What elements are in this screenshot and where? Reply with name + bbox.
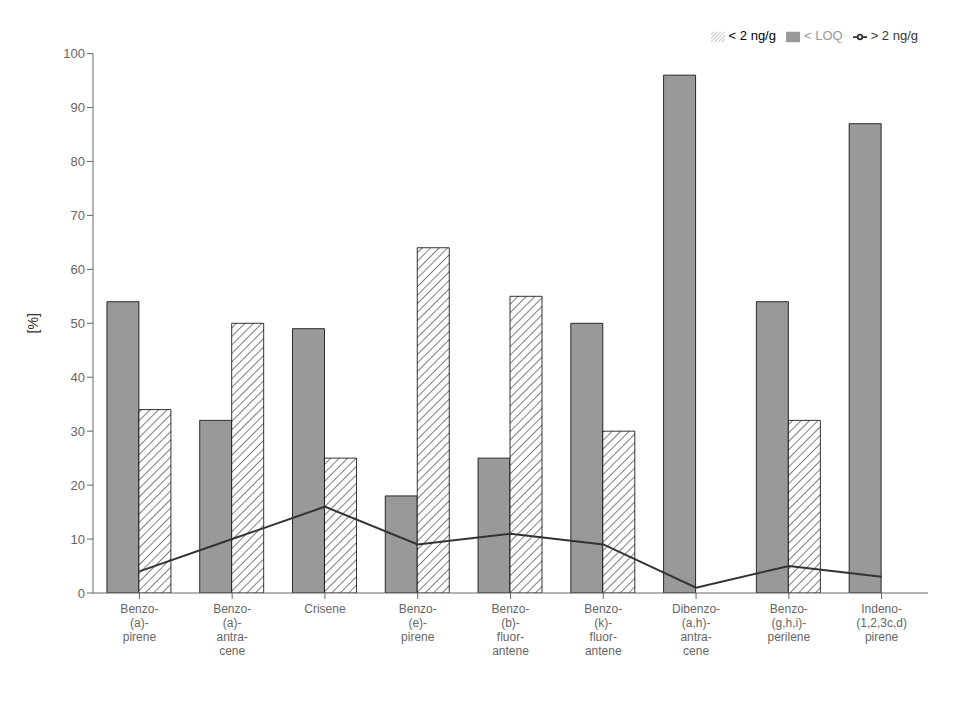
svg-text:[%]: [%] bbox=[25, 313, 41, 333]
svg-text:0: 0 bbox=[78, 586, 85, 601]
svg-text:Crisene: Crisene bbox=[304, 602, 346, 616]
svg-text:Benzo-(g,h,i)-perilene: Benzo-(g,h,i)-perilene bbox=[767, 602, 810, 644]
html-text:> 2 ng/g: > 2 ng/g bbox=[870, 28, 918, 43]
svg-text:30: 30 bbox=[71, 424, 85, 439]
svg-text:Benzo-(e)-pirene: Benzo-(e)-pirene bbox=[399, 602, 437, 644]
svg-text:100: 100 bbox=[63, 46, 85, 61]
svg-text:Benzo-(k)-fluor-antene: Benzo-(k)-fluor-antene bbox=[584, 602, 622, 658]
svg-text:Benzo-(a)-antra-cene: Benzo-(a)-antra-cene bbox=[213, 602, 251, 658]
svg-text:50: 50 bbox=[71, 316, 85, 331]
svg-text:40: 40 bbox=[71, 370, 85, 385]
svg-text:90: 90 bbox=[71, 100, 85, 115]
svg-text:Dibenzo-(a,h)-antra-cene: Dibenzo-(a,h)-antra-cene bbox=[672, 602, 720, 658]
html-text:< LOQ: < LOQ bbox=[804, 28, 843, 43]
svg-text:20: 20 bbox=[71, 478, 85, 493]
svg-text:Benzo-(b)-fluor-antene: Benzo-(b)-fluor-antene bbox=[491, 602, 529, 658]
svg-text:60: 60 bbox=[71, 262, 85, 277]
svg-text:80: 80 bbox=[71, 154, 85, 169]
svg-text:Benzo-(a)-pirene: Benzo-(a)-pirene bbox=[120, 602, 158, 644]
html-text:< 2 ng/g: < 2 ng/g bbox=[728, 28, 776, 43]
svg-text:Indeno-(1,2,3c,d)pirene: Indeno-(1,2,3c,d)pirene bbox=[856, 602, 907, 644]
svg-text:10: 10 bbox=[71, 532, 85, 547]
svg-text:70: 70 bbox=[71, 208, 85, 223]
